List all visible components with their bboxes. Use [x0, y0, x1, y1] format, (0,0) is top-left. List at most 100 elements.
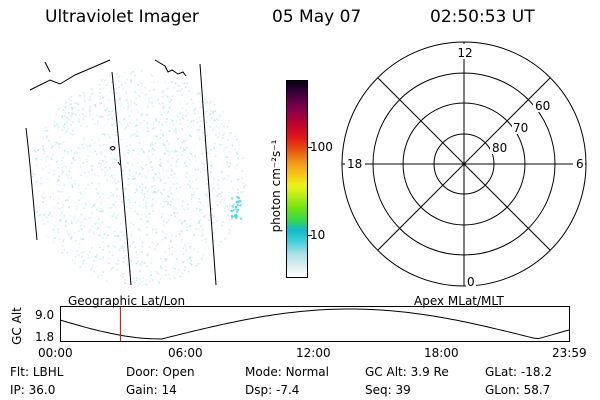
emission-pixel	[211, 208, 213, 210]
emission-pixel	[243, 185, 245, 188]
emission-pixel	[108, 257, 111, 260]
emission-pixel	[99, 88, 101, 90]
emission-pixel	[169, 174, 172, 176]
emission-pixel	[152, 147, 154, 150]
emission-pixel	[133, 177, 136, 180]
emission-pixel	[116, 131, 118, 133]
emission-pixel	[70, 167, 72, 169]
emission-pixel	[187, 125, 189, 128]
emission-pixel	[137, 260, 139, 263]
emission-pixel	[129, 174, 132, 177]
emission-pixel	[190, 198, 193, 200]
emission-pixel	[88, 171, 90, 173]
geographic-image	[25, 59, 246, 286]
emission-pixel	[119, 195, 121, 198]
emission-pixel	[226, 161, 228, 163]
emission-pixel	[98, 275, 101, 277]
emission-pixel	[185, 83, 188, 85]
emission-pixel	[181, 238, 183, 241]
emission-pixel	[51, 145, 54, 148]
emission-pixel	[124, 279, 126, 281]
emission-pixel	[96, 254, 98, 256]
emission-pixel	[114, 235, 117, 237]
emission-pixel	[187, 157, 189, 159]
emission-pixel	[125, 189, 128, 192]
meridian-line	[199, 63, 217, 286]
ip-value: 36.0	[28, 383, 56, 397]
emission-pixel	[112, 194, 114, 196]
emission-pixel	[213, 147, 216, 149]
emission-pixel	[107, 99, 110, 101]
emission-pixel	[114, 90, 116, 93]
emission-pixel	[220, 171, 222, 174]
emission-pixel	[55, 161, 58, 163]
emission-pixel	[114, 206, 116, 209]
emission-pixel	[135, 279, 138, 281]
emission-pixel	[152, 198, 154, 201]
emission-pixel	[141, 148, 144, 151]
emission-pixel	[82, 118, 84, 121]
emission-pixel	[203, 151, 206, 154]
altitude-ytick-max: 9.0	[35, 308, 55, 322]
emission-pixel	[236, 179, 239, 181]
emission-pixel	[125, 126, 128, 129]
emission-pixel	[163, 144, 166, 147]
emission-pixel	[83, 207, 86, 209]
emission-pixel	[74, 256, 77, 258]
emission-pixel	[210, 100, 212, 103]
emission-pixel	[148, 158, 151, 160]
emission-pixel	[58, 238, 61, 240]
emission-pixel	[83, 96, 86, 98]
emission-pixel	[165, 237, 167, 239]
emission-pixel	[101, 115, 104, 118]
emission-pixel	[92, 204, 95, 207]
altitude-ytick-min: 1.8	[35, 330, 55, 344]
emission-pixel	[146, 114, 148, 116]
emission-pixel	[116, 92, 118, 94]
emission-pixel	[69, 215, 72, 217]
emission-pixel	[165, 169, 168, 172]
emission-pixel	[217, 175, 219, 178]
emission-pixel	[32, 176, 34, 178]
emission-pixel	[90, 206, 93, 208]
emission-pixel	[72, 158, 74, 160]
emission-pixel	[86, 176, 89, 178]
emission-pixel	[185, 248, 188, 251]
emission-pixel	[109, 137, 112, 139]
emission-pixel	[141, 281, 144, 283]
emission-pixel	[170, 174, 173, 177]
emission-pixel	[137, 162, 139, 164]
emission-pixel	[237, 141, 240, 144]
emission-pixel	[194, 112, 196, 115]
emission-pixel	[146, 106, 149, 108]
emission-pixel	[61, 188, 64, 190]
emission-pixel	[146, 126, 149, 129]
emission-pixel	[64, 131, 67, 134]
emission-pixel	[43, 223, 46, 225]
emission-pixel	[212, 187, 215, 190]
emission-pixel	[155, 192, 158, 194]
emission-pixel	[59, 136, 62, 139]
emission-pixel	[89, 105, 92, 108]
emission-pixel	[137, 229, 140, 231]
emission-pixel	[186, 229, 188, 231]
emission-pixel	[140, 260, 143, 263]
emission-pixel	[195, 264, 198, 267]
emission-pixel	[57, 108, 60, 111]
emission-pixel	[104, 166, 107, 169]
emission-pixel	[57, 202, 60, 205]
emission-pixel	[106, 225, 108, 228]
emission-pixel	[114, 231, 116, 233]
emission-pixel	[134, 246, 137, 249]
emission-pixel	[144, 195, 146, 198]
emission-pixel	[139, 229, 142, 232]
emission-pixel	[118, 159, 121, 162]
emission-pixel	[134, 91, 136, 94]
emission-pixel	[226, 156, 229, 159]
emission-pixel	[99, 83, 101, 86]
emission-pixel	[74, 232, 76, 234]
emission-pixel	[135, 277, 138, 279]
emission-pixel	[118, 248, 121, 251]
emission-pixel	[106, 84, 108, 86]
emission-pixel	[237, 157, 240, 160]
